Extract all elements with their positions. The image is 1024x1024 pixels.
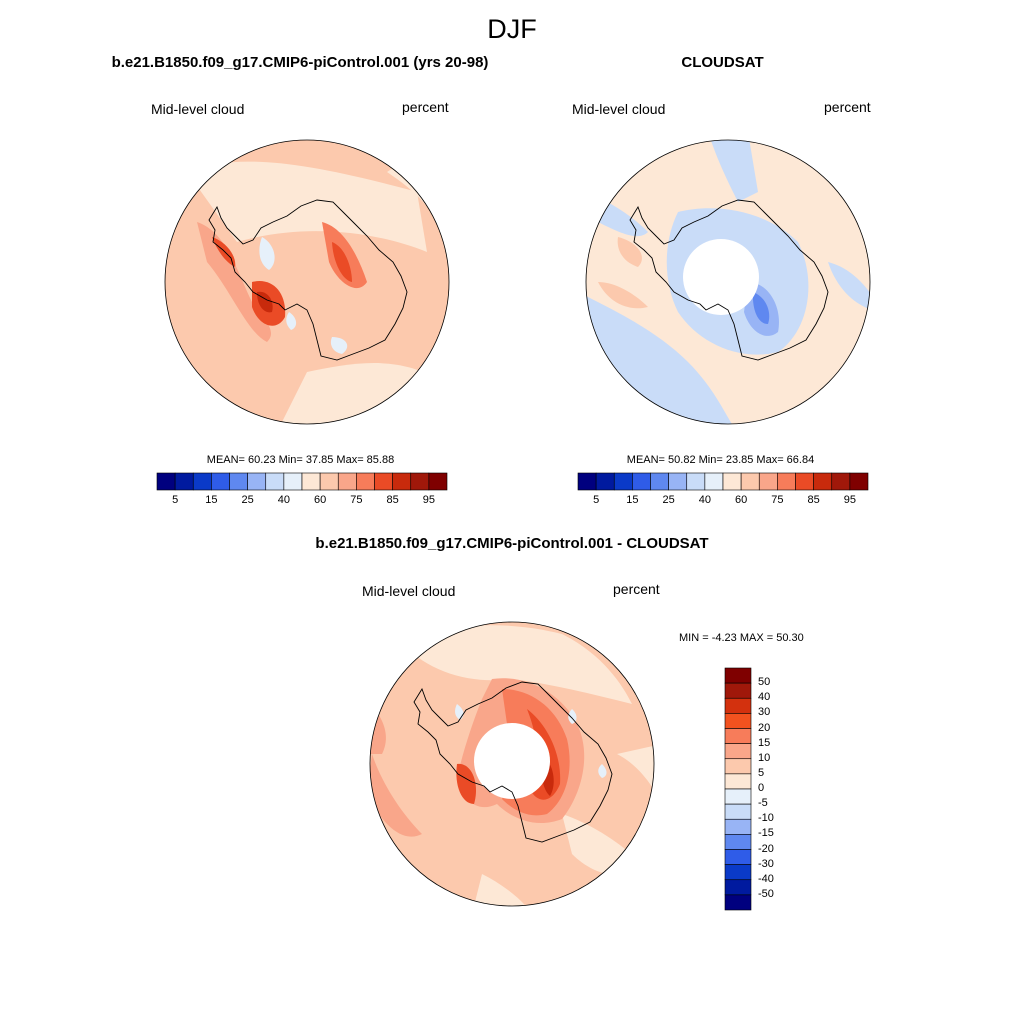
panel-obs-colorbar-swatch — [686, 472, 706, 491]
panel-diff-colorbar-tick-label: 40 — [758, 691, 771, 704]
panel-obs-colorbar-swatch — [704, 472, 724, 491]
panel-model-stats: MEAN= 60.23 Min= 37.85 Max= 85.88 — [206, 454, 395, 466]
panel-model-colorbar-tick-label: 25 — [241, 494, 254, 506]
panel-model-colorbar-swatch — [283, 472, 303, 491]
panel-obs-variable-label: Mid-level cloud — [572, 101, 666, 117]
panel-model-colorbar-swatch — [229, 472, 248, 491]
panel-obs-colorbar-swatch — [813, 472, 833, 491]
panel-model-colorbar-swatch — [301, 472, 321, 491]
season-title: DJF — [487, 14, 537, 44]
panel-model-colorbar-swatch — [174, 472, 194, 491]
panel-model-colorbar-tick-label: 75 — [350, 494, 363, 506]
panel-diff-colorbar-swatch — [724, 864, 752, 881]
panel-model-colorbar-tick-label: 40 — [277, 494, 290, 506]
panel-model-colorbar — [156, 472, 448, 491]
panel-diff-variable-label: Mid-level cloud — [362, 583, 456, 599]
panel-obs-stats: MEAN= 50.82 Min= 23.85 Max= 66.84 — [626, 454, 815, 466]
panel-model-units-label: percent — [402, 99, 449, 115]
panel-obs-colorbar-tick-label: 25 — [662, 494, 675, 506]
panel-model-colorbar-tick-label: 95 — [422, 494, 435, 506]
panel-diff-colorbar-swatch — [724, 743, 752, 760]
panel-model-colorbar-swatch — [192, 472, 212, 491]
panel-obs-colorbar-tick-label: 75 — [771, 494, 784, 506]
panel-obs-colorbar-swatch — [595, 472, 615, 491]
panel-obs-colorbar-swatch — [650, 472, 669, 491]
panel-obs-colorbar-tick-label: 15 — [626, 494, 639, 506]
panel-diff-colorbar-tick-label: 50 — [758, 676, 771, 689]
panel-model-colorbar-swatch — [410, 472, 430, 491]
panel-obs-units-label: percent — [824, 99, 871, 115]
panel-diff-colorbar-tick-label: -20 — [758, 842, 774, 855]
panel-obs-colorbar-swatch — [668, 472, 688, 491]
panel-diff-colorbar-swatch — [724, 667, 752, 684]
panel-obs-colorbar-swatch — [722, 472, 742, 491]
panel-diff-colorbar-swatch — [724, 879, 752, 896]
panel-diff-colorbar-swatch — [724, 894, 752, 911]
panel-model-colorbar-swatch — [156, 472, 176, 491]
panel-diff-colorbar-tick-label: -50 — [758, 887, 774, 900]
panel-model-colorbar-swatch — [265, 472, 285, 491]
panel-diff-colorbar-tick-label: 15 — [758, 736, 771, 749]
panel-diff-colorbar-tick-label: -40 — [758, 872, 774, 885]
panel-diff-colorbar-tick-label: -15 — [758, 827, 774, 840]
panel-model-colorbar-swatch — [356, 472, 375, 491]
panel-diff-colorbar-tick-label: 0 — [758, 782, 765, 794]
panel-diff-colorbar-swatch — [724, 697, 752, 714]
panel-obs-map — [585, 139, 871, 425]
panel-obs-colorbar-swatch — [777, 472, 796, 491]
panel-diff-colorbar-swatch — [724, 758, 752, 775]
panel-obs-colorbar-tick-label: 60 — [735, 494, 748, 506]
panel-diff-colorbar-swatch — [724, 773, 752, 790]
panel-model-colorbar-tick-label: 60 — [314, 494, 327, 506]
panel-diff-title: b.e21.B1850.f09_g17.CMIP6-piControl.001 … — [315, 535, 709, 552]
panel-obs-colorbar-swatch — [758, 472, 778, 491]
panel-model-variable-label: Mid-level cloud — [151, 101, 245, 117]
panel-diff-colorbar-tick-label: -10 — [758, 812, 774, 825]
panel-obs-colorbar-tick-label: 85 — [807, 494, 820, 506]
panel-model-colorbar-swatch — [211, 472, 230, 491]
panel-diff-colorbar-swatch — [724, 682, 752, 699]
panel-diff-stats: MIN = -4.23 MAX = 50.30 — [679, 632, 804, 644]
panel-model-colorbar-tick-label: 85 — [386, 494, 399, 506]
panel-model-colorbar-swatch — [337, 472, 357, 491]
panel-diff-colorbar-swatch — [724, 834, 752, 850]
panel-model-colorbar-swatch — [428, 472, 448, 491]
panel-obs-title: CLOUDSAT — [681, 54, 764, 71]
panel-diff-colorbar-swatch — [724, 728, 752, 744]
panel-model-colorbar-swatch — [392, 472, 412, 491]
panel-obs-colorbar-tick-label: 40 — [698, 494, 711, 506]
panel-model-colorbar-swatch — [319, 472, 339, 491]
panel-diff-colorbar-swatch — [724, 849, 752, 865]
panel-obs-colorbar-swatch — [795, 472, 814, 491]
panel-diff-colorbar — [724, 667, 752, 911]
panel-model-colorbar-tick-label: 15 — [205, 494, 218, 506]
panel-diff-colorbar-swatch — [724, 803, 752, 820]
panel-diff-colorbar-tick-label: 10 — [758, 751, 771, 764]
panel-diff-colorbar-tick-label: 30 — [758, 706, 771, 719]
panel-obs-colorbar-swatch — [632, 472, 651, 491]
panel-diff-map — [369, 621, 655, 907]
panel-model-colorbar-tick-label: 5 — [172, 494, 179, 506]
panel-diff-units-label: percent — [613, 581, 660, 597]
panel-diff-colorbar-swatch — [724, 713, 752, 729]
panel-obs-colorbar-tick-label: 95 — [843, 494, 856, 506]
panel-obs-colorbar-tick-label: 5 — [593, 494, 600, 506]
panel-obs-colorbar — [577, 472, 869, 491]
panel-obs-colorbar-swatch — [577, 472, 597, 491]
panel-diff-colorbar-tick-label: 20 — [758, 721, 771, 734]
panel-model-colorbar-swatch — [374, 472, 393, 491]
panel-model-title: b.e21.B1850.f09_g17.CMIP6-piControl.001 … — [111, 54, 489, 71]
panel-diff-colorbar-tick-label: -30 — [758, 857, 774, 870]
panel-obs-colorbar-swatch — [613, 472, 633, 491]
panel-obs-colorbar-swatch — [740, 472, 760, 491]
panel-diff-colorbar-swatch — [724, 788, 752, 805]
panel-model-map — [164, 139, 450, 425]
panel-diff-colorbar-tick-label: 5 — [758, 766, 765, 779]
panel-diff-colorbar-swatch — [724, 818, 752, 835]
panel-model-colorbar-swatch — [247, 472, 267, 491]
panel-obs-colorbar-swatch — [831, 472, 851, 491]
panel-diff-colorbar-tick-label: -5 — [758, 797, 768, 810]
panel-obs-colorbar-swatch — [849, 472, 869, 491]
